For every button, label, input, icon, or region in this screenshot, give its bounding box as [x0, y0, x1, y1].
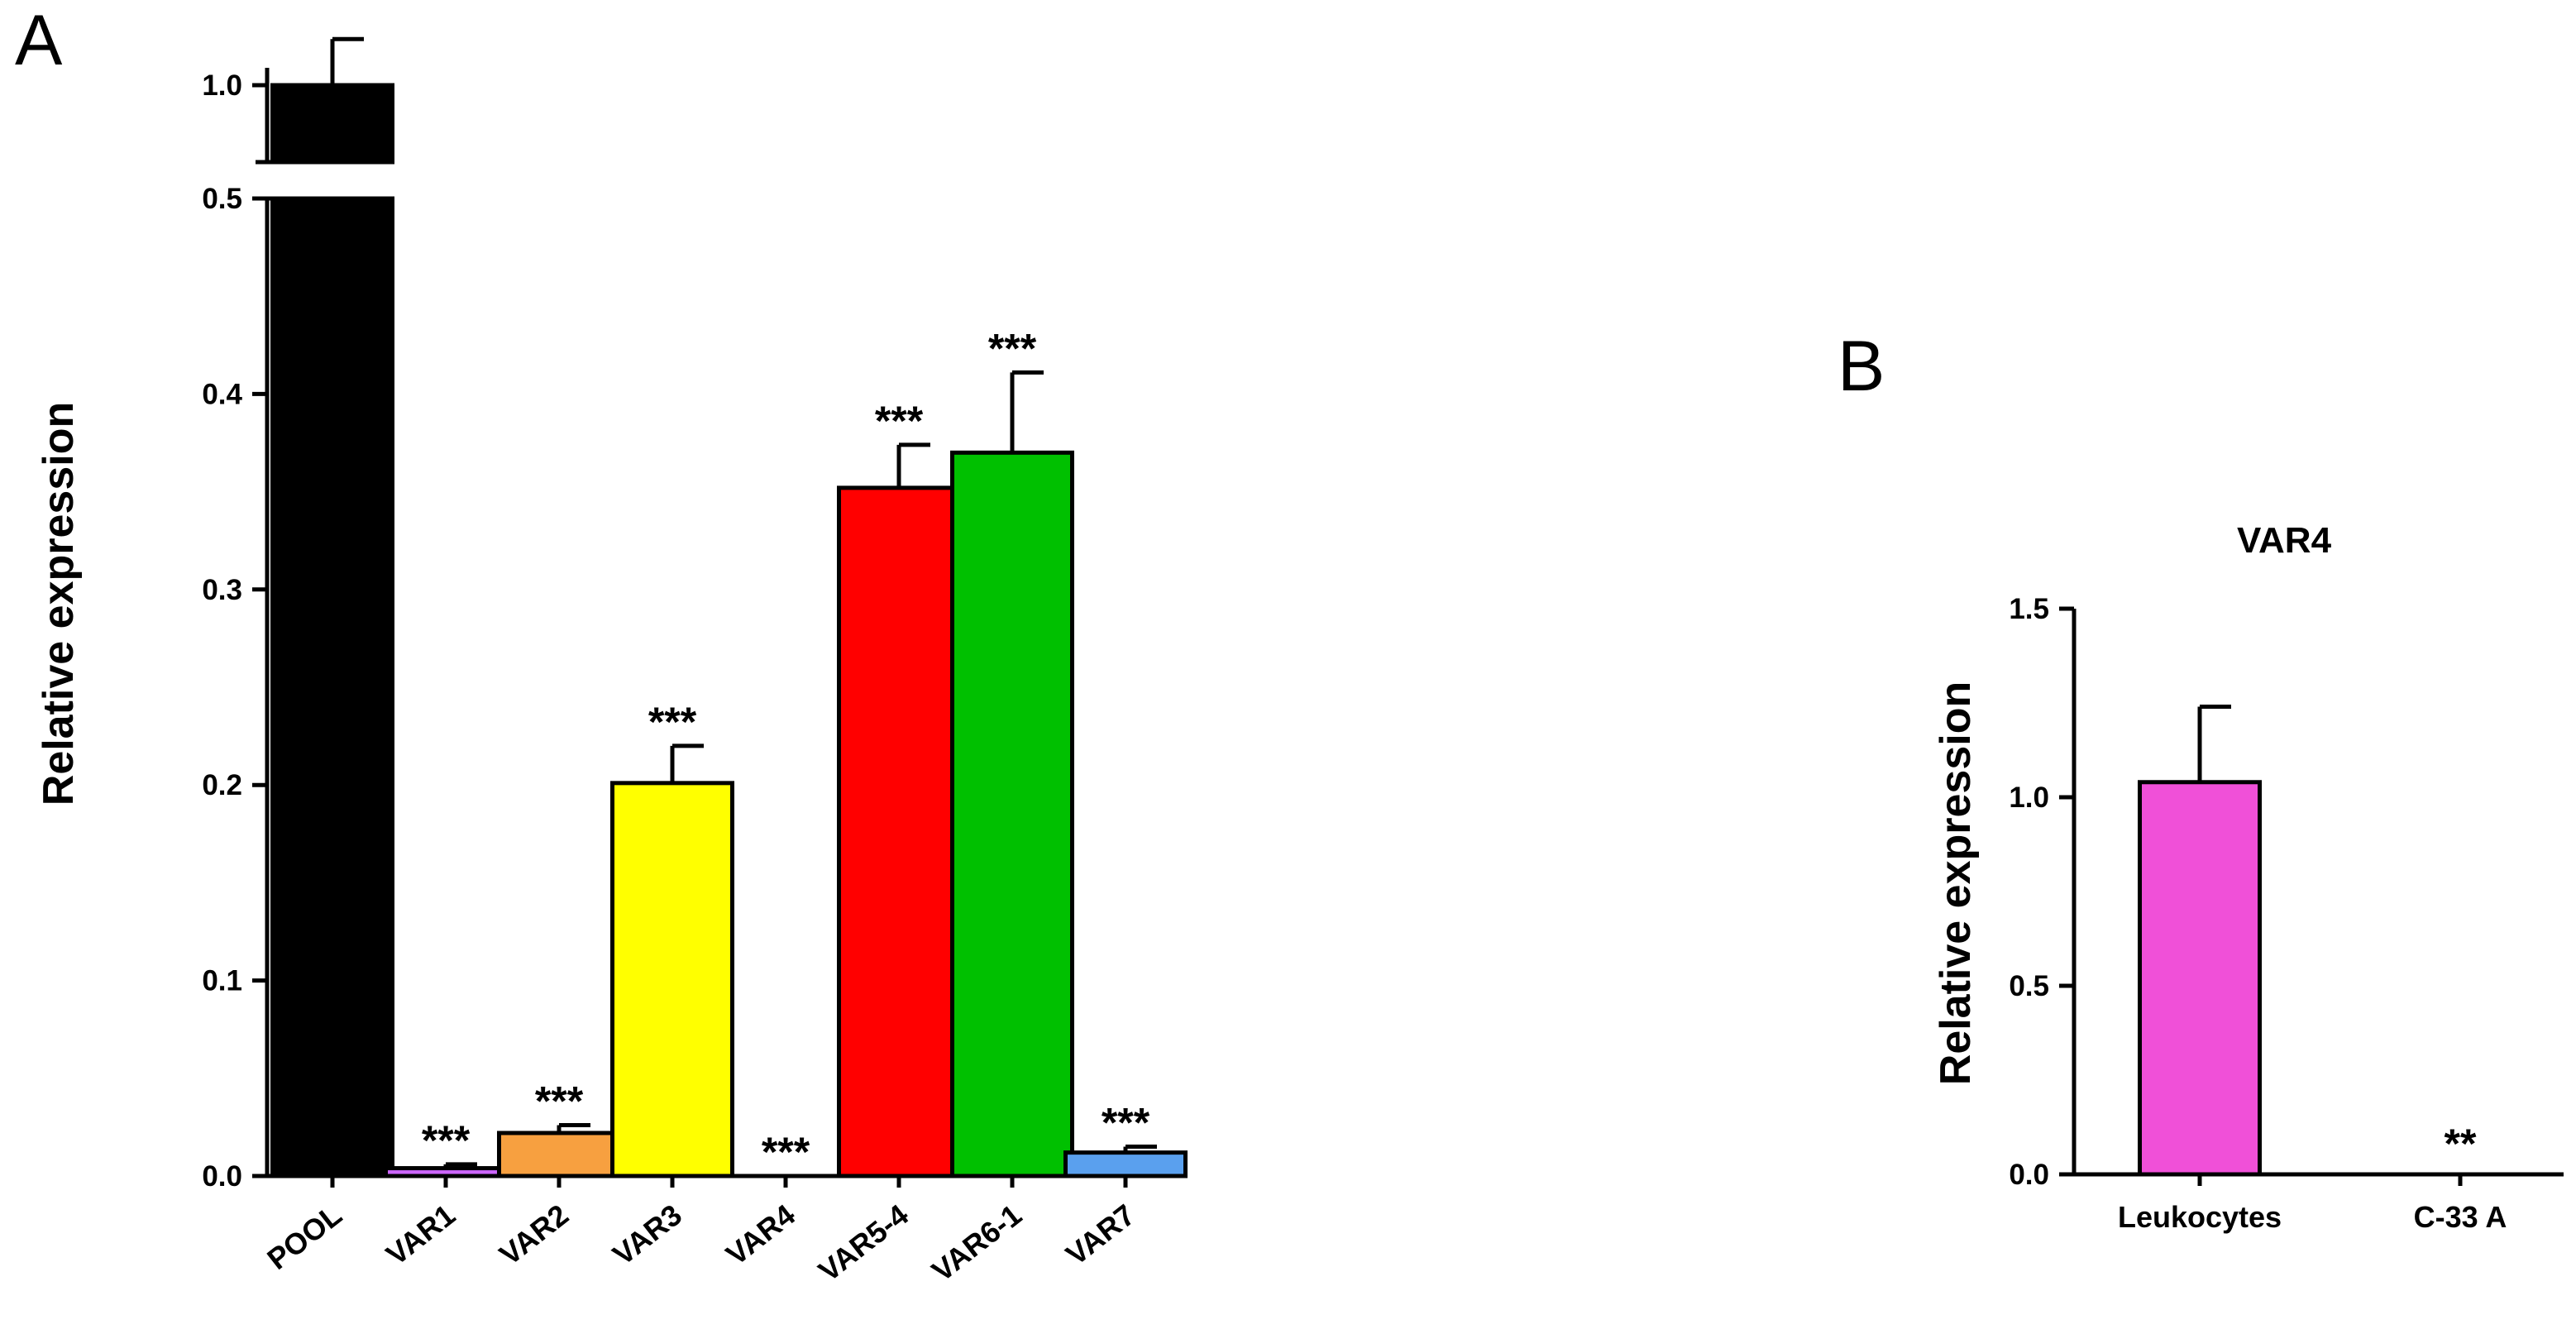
panel-a-significance-marks: *** *** *** *** *** *** ***: [422, 325, 1150, 1175]
panel-a-y-tick-label: 0.0: [202, 1160, 242, 1193]
bar-var3: [610, 781, 734, 1178]
panel-b-bars: [2138, 705, 2262, 1177]
panel-a-y-tick-label: 0.5: [202, 183, 242, 215]
panel-a-letter: A: [15, 1, 63, 80]
panel-b-y-tick-label: 1.5: [2009, 593, 2049, 625]
significance-var1: ***: [422, 1117, 471, 1164]
panel-b-axes: [2072, 609, 2564, 1186]
panel-b-significance-marks: **: [2445, 1121, 2477, 1167]
bar-var5-4: [837, 485, 961, 1178]
bar-leukocytes: [2138, 780, 2262, 1177]
significance-var4: ***: [762, 1129, 810, 1175]
panel-a-y-axis-title: Relative expression: [35, 402, 83, 806]
bar-var7: [1063, 1150, 1188, 1178]
panel-a-y-tick-label: 1.0: [202, 69, 242, 102]
category-label-leukocytes: Leukocytes: [2118, 1200, 2282, 1234]
category-label-var2: VAR2: [493, 1198, 575, 1272]
category-label-pool: POOL: [260, 1198, 348, 1276]
panel-a-axes: [256, 68, 1170, 1188]
significance-var2: ***: [535, 1078, 584, 1125]
bar-var6-1: [950, 450, 1074, 1178]
category-label-var5-4: VAR5-4: [812, 1198, 915, 1288]
panel-a-y-tick-label: 0.4: [202, 378, 242, 410]
category-label-var3: VAR3: [606, 1198, 688, 1272]
panel-b-y-ticks: 0.0 0.5 1.0 1.5: [2009, 593, 2074, 1191]
panel-a-y-tick-label: 0.2: [202, 769, 242, 801]
category-label-var6-1: VAR6-1: [925, 1198, 1028, 1288]
significance-c-33-a: **: [2445, 1121, 2477, 1167]
significance-var6-1: ***: [988, 325, 1037, 371]
panel-a: A Relative expression 0.0 0.1 0.2 0.3 0.4 0.5…: [15, 1, 1188, 1288]
bar-pool-upper: [270, 83, 394, 165]
bar-var2: [497, 1131, 621, 1178]
panel-b-y-tick-label: 0.0: [2009, 1159, 2049, 1191]
panel-a-category-labels: POOL VAR1 VAR2 VAR3 VAR4 VAR5-4 VAR6-1 VAR7: [260, 1198, 1141, 1288]
category-label-var4: VAR4: [719, 1198, 801, 1272]
significance-var7: ***: [1102, 1100, 1150, 1146]
panel-b-y-axis-title: Relative expression: [1932, 681, 1980, 1085]
panel-b: B VAR4 Relative expression 0.00.51.01.5 …: [1838, 327, 2564, 1234]
panel-b-title: VAR4: [2237, 520, 2332, 561]
panel-b-category-labels: Leukocytes C-33 A: [2118, 1200, 2507, 1234]
bar-pool: [270, 196, 394, 1178]
panel-a-y-tick-label: 0.3: [202, 574, 242, 606]
panel-b-letter: B: [1838, 327, 1885, 406]
category-label-var1: VAR1: [380, 1198, 461, 1272]
category-label-c-33-a: C-33 A: [2414, 1200, 2507, 1234]
panel-a-bars: [270, 36, 1188, 1178]
significance-var5-4: ***: [875, 398, 924, 444]
category-label-var7: VAR7: [1059, 1198, 1141, 1272]
panel-a-y-tick-label: 0.1: [202, 965, 242, 997]
panel-b-y-tick-label: 1.0: [2009, 782, 2049, 814]
panel-a-y-ticks: 0.0 0.1 0.2 0.3 0.4 0.5 1.0: [202, 69, 267, 1193]
panel-b-y-tick-label: 0.5: [2009, 970, 2049, 1002]
significance-var3: ***: [648, 699, 697, 745]
